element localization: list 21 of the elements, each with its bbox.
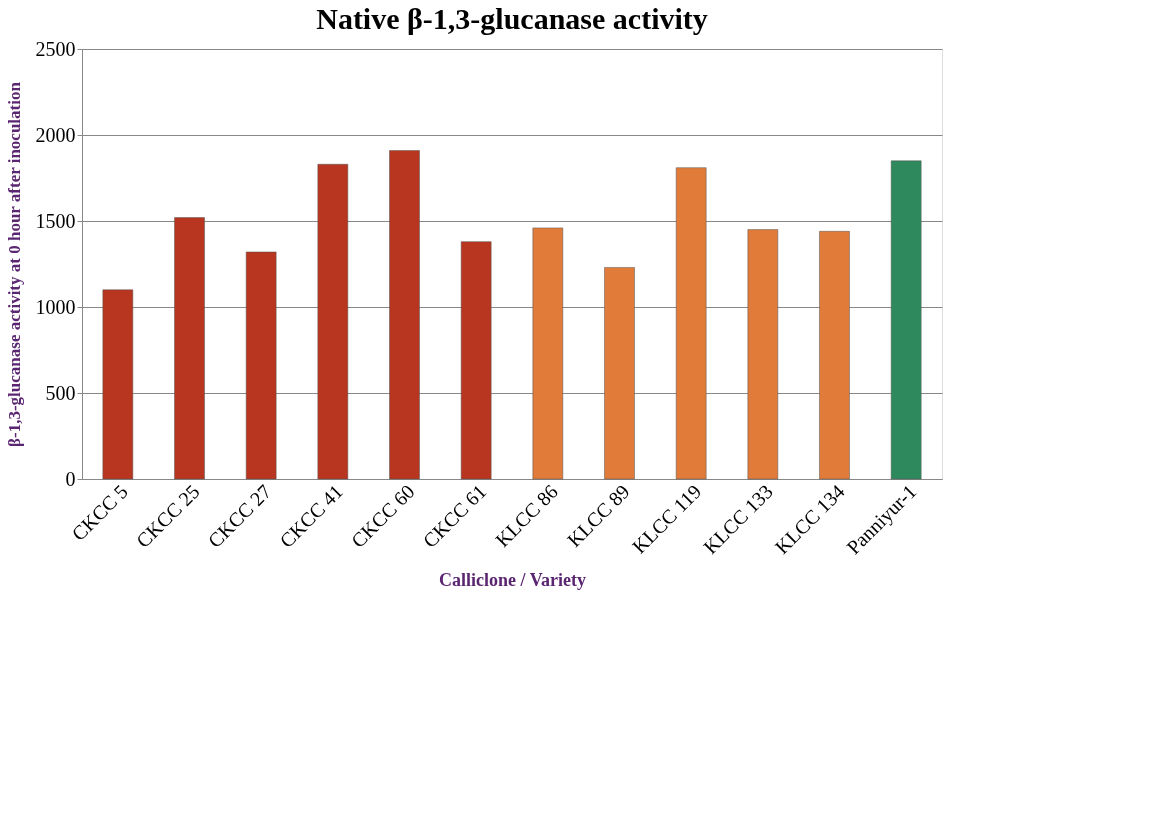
y-tick-label: 500 [45, 381, 76, 404]
y-tick-label: 1000 [35, 295, 76, 318]
y-tick-label: 2000 [35, 123, 76, 146]
y-tick-label: 2500 [35, 37, 76, 60]
y-axis-title: β-1,3-glucanase activity at 0 hour after inoculation [4, 81, 24, 447]
y-tick-label: 0 [65, 467, 76, 490]
bar [389, 150, 420, 480]
x-axis-title: Calliclone / Variety [439, 570, 586, 591]
bar [890, 160, 922, 480]
bar [532, 227, 564, 480]
chart-title: Native β-1,3-glucanase activity [316, 2, 708, 35]
bar [174, 217, 205, 480]
bar [245, 251, 277, 480]
bar [460, 241, 492, 480]
bar [604, 267, 635, 480]
y-tick-label: 1500 [35, 209, 76, 232]
bar [102, 289, 134, 480]
bar [675, 167, 707, 480]
bar [317, 163, 349, 480]
bar [747, 229, 779, 480]
bar [819, 231, 850, 480]
